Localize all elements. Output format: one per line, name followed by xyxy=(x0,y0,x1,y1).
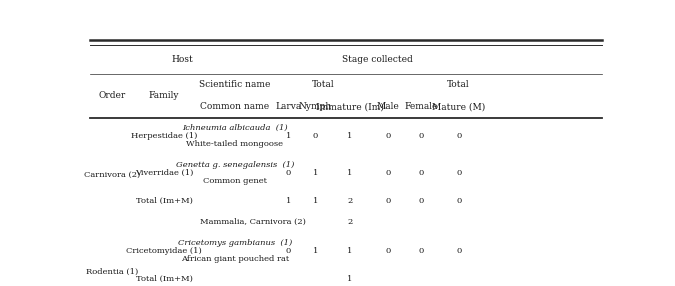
Text: 1: 1 xyxy=(286,197,291,205)
Text: Total: Total xyxy=(312,80,335,90)
Text: Total (Im+M): Total (Im+M) xyxy=(136,197,192,205)
Text: 1: 1 xyxy=(313,168,318,176)
Text: 1: 1 xyxy=(348,247,353,255)
Text: 0: 0 xyxy=(286,168,291,176)
Text: 0: 0 xyxy=(385,132,390,140)
Text: 1: 1 xyxy=(286,132,291,140)
Text: Total: Total xyxy=(448,80,470,90)
Text: Common genet: Common genet xyxy=(202,176,267,184)
Text: Host: Host xyxy=(171,55,193,64)
Text: Larva: Larva xyxy=(275,102,302,112)
Text: 1: 1 xyxy=(313,197,318,205)
Text: 0: 0 xyxy=(286,247,291,255)
Text: 1: 1 xyxy=(348,132,353,140)
Text: Scientific name: Scientific name xyxy=(199,80,271,90)
Text: 0: 0 xyxy=(418,247,424,255)
Text: 2: 2 xyxy=(348,197,353,205)
Text: 0: 0 xyxy=(418,132,424,140)
Text: 0: 0 xyxy=(418,168,424,176)
Text: 0: 0 xyxy=(456,247,461,255)
Text: Carnivora (2): Carnivora (2) xyxy=(84,171,140,179)
Text: Cricetomyidae (1): Cricetomyidae (1) xyxy=(126,247,202,255)
Text: Mature (M): Mature (M) xyxy=(432,102,485,112)
Text: Male: Male xyxy=(377,102,399,112)
Text: 0: 0 xyxy=(456,168,461,176)
Text: Rodentia (1): Rodentia (1) xyxy=(86,268,138,276)
Text: Genetta g. senegalensis  (1): Genetta g. senegalensis (1) xyxy=(176,160,294,168)
Text: Female: Female xyxy=(404,102,438,112)
Text: White-tailed mongoose: White-tailed mongoose xyxy=(186,140,284,148)
Text: Cricetomys gambianus  (1): Cricetomys gambianus (1) xyxy=(178,239,292,247)
Text: 0: 0 xyxy=(456,132,461,140)
Text: African giant pouched rat: African giant pouched rat xyxy=(181,255,289,263)
Text: Immature (Im): Immature (Im) xyxy=(316,102,384,112)
Text: Nymph: Nymph xyxy=(299,102,332,112)
Text: Ichneumia albicauda  (1): Ichneumia albicauda (1) xyxy=(182,124,288,132)
Text: Order: Order xyxy=(99,92,126,100)
Text: 0: 0 xyxy=(418,197,424,205)
Text: 0: 0 xyxy=(385,168,390,176)
Text: 0: 0 xyxy=(385,197,390,205)
Text: 0: 0 xyxy=(456,197,461,205)
Text: 0: 0 xyxy=(385,247,390,255)
Text: Common name: Common name xyxy=(200,102,269,112)
Text: 1: 1 xyxy=(348,275,353,283)
Text: 0: 0 xyxy=(313,132,318,140)
Text: Total (Im+M): Total (Im+M) xyxy=(136,275,192,283)
Text: Herpestidae (1): Herpestidae (1) xyxy=(131,132,197,140)
Text: Viverridae (1): Viverridae (1) xyxy=(135,168,193,176)
Text: Mammalia, Carnivora (2): Mammalia, Carnivora (2) xyxy=(200,218,306,226)
Text: 2: 2 xyxy=(348,218,353,226)
Text: 1: 1 xyxy=(313,247,318,255)
Text: Family: Family xyxy=(149,92,180,100)
Text: 1: 1 xyxy=(348,168,353,176)
Text: Stage collected: Stage collected xyxy=(342,55,412,64)
